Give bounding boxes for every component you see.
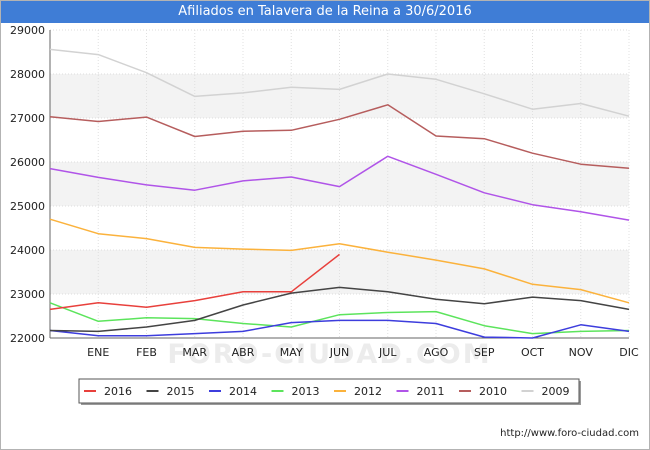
- footer-url[interactable]: http://www.foro-ciudad.com: [500, 428, 639, 439]
- y-tick-label: 28000: [10, 68, 45, 81]
- x-tick-label: NOV: [569, 346, 594, 359]
- x-tick-label: OCT: [521, 346, 544, 359]
- x-tick-label: ABR: [232, 346, 255, 359]
- legend: 2016 2015 2014 2013 2012 2011 2010 2009: [78, 378, 581, 405]
- legend-label-2010: 2010: [479, 385, 507, 398]
- x-tick-label: AGO: [424, 346, 449, 359]
- y-tick-label: 22000: [10, 332, 45, 345]
- watermark: FORO-CIUDAD.COM: [167, 339, 491, 370]
- y-tick-label: 23000: [10, 288, 45, 301]
- y-tick-label: 25000: [10, 200, 45, 213]
- y-tick-label: 29000: [10, 24, 45, 37]
- series-line-2011: [49, 155, 630, 221]
- x-tick-label: MAY: [280, 346, 303, 359]
- x-tick-label: MAR: [182, 346, 207, 359]
- x-tick-label: DIC: [619, 346, 639, 359]
- watermark-text: FORO-CIUDAD.COM: [167, 339, 491, 370]
- x-tick-label: FEB: [136, 346, 157, 359]
- series-line-2016: [49, 253, 340, 311]
- grid-lines: [50, 29, 630, 339]
- legend-label-2014: 2014: [229, 385, 257, 398]
- chart-title: Afiliados en Talavera de la Reina a 30/6…: [1, 1, 649, 23]
- legend-label-2011: 2011: [417, 385, 445, 398]
- legend-label-2012: 2012: [354, 385, 382, 398]
- series-line-2013: [49, 302, 630, 335]
- y-tick-label: 26000: [10, 156, 45, 169]
- x-tick-label: SEP: [474, 346, 495, 359]
- x-tick-label: JUN: [329, 346, 350, 359]
- series-line-2009: [49, 48, 630, 117]
- y-tick-label: 27000: [10, 112, 45, 125]
- series-lines: [49, 48, 630, 339]
- y-axis-ticks: 22000 23000 24000 25000 26000 27000 28000 29000: [10, 24, 45, 345]
- series-line-2015: [49, 286, 630, 333]
- x-tick-label: ENE: [87, 346, 109, 359]
- legend-label-2016: 2016: [104, 385, 132, 398]
- x-tick-label: JUL: [378, 346, 397, 359]
- x-axis-ticks: ENE FEB MAR ABR MAY JUN JUL AGO SEP OCT NOV DIC: [87, 346, 639, 359]
- series-line-2010: [49, 104, 630, 169]
- y-tick-label: 24000: [10, 244, 45, 257]
- series-line-2012: [49, 218, 630, 304]
- legend-box: [78, 378, 580, 404]
- series-line-2014: [49, 319, 630, 339]
- legend-label-2013: 2013: [292, 385, 320, 398]
- legend-label-2009: 2009: [542, 385, 570, 398]
- legend-label-2015: 2015: [167, 385, 195, 398]
